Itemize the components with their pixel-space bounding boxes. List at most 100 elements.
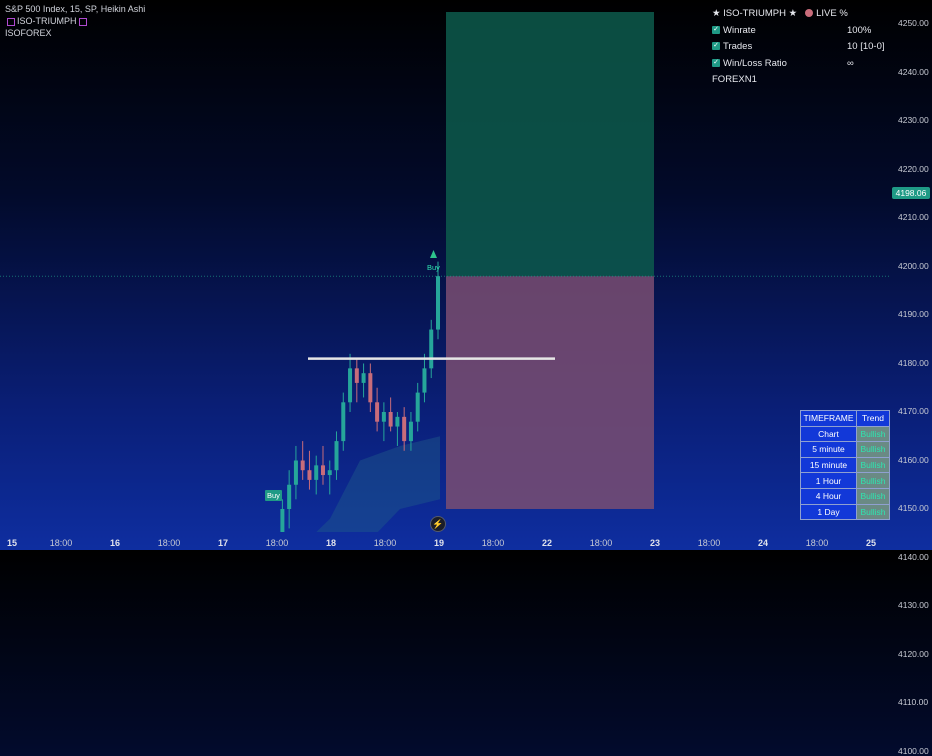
time-tick: 15 — [7, 538, 18, 548]
price-tick: 4140.00 — [898, 551, 929, 562]
price-tick: 4150.00 — [898, 503, 929, 513]
time-axis[interactable]: 15 18:00 16 18:00 17 18:00 18 18:00 19 18:00 22 18:… — [0, 532, 889, 550]
price-tick: 4180.00 — [898, 357, 929, 368]
trend-cell: Bullish — [856, 425, 890, 443]
timeframe-cell: 1 Day — [800, 503, 857, 521]
price-tick: 4250.00 — [898, 18, 929, 28]
price-tick: 4220.00 — [898, 163, 929, 174]
time-tick: 22 — [541, 538, 553, 548]
stats-title: ★ ISO-TRIUMPH ★ — [712, 8, 798, 19]
stats-row-winrate: ✓ Winrate 100% — [712, 23, 882, 40]
candle-body — [280, 509, 285, 532]
time-tick: 18:00 — [697, 538, 721, 548]
candle-body — [395, 416, 400, 427]
time-tick: 18:00 — [265, 538, 289, 548]
candle-body — [320, 465, 325, 476]
time-tick: 25 — [865, 538, 877, 548]
stats-label: Trades — [723, 41, 753, 52]
trend-cell: Bullish — [856, 456, 890, 474]
candle-body — [334, 441, 339, 471]
candle-body — [293, 460, 298, 485]
check-icon: ✓ — [712, 58, 720, 67]
time-tick: 18:00 — [805, 538, 829, 548]
price-tick: 4170.00 — [898, 406, 929, 416]
trend-cell: Bullish — [856, 472, 890, 489]
buy-signal-box: Buy — [265, 490, 282, 501]
trend-cell: Bullish — [856, 503, 890, 521]
candle-body — [307, 470, 312, 480]
flash-icon[interactable]: ⚡ — [430, 516, 446, 532]
candle-body — [422, 368, 427, 393]
price-tick: 4200.00 — [898, 260, 929, 271]
indicator-row-1[interactable]: ISO-TRIUMPH — [5, 16, 89, 26]
candle-body — [388, 412, 393, 427]
table-row: 1 Hour Bullish — [800, 472, 890, 489]
price-tick: 4210.00 — [898, 212, 929, 222]
stats-footer: FOREXN1 — [712, 74, 757, 85]
live-label: LIVE % — [816, 8, 848, 19]
check-icon: ✓ — [712, 25, 720, 34]
indicator-2-label[interactable]: ISOFOREX — [5, 28, 52, 38]
price-axis[interactable]: 4250.00 4240.00 4230.00 4220.00 4210.00 4200.… — [889, 0, 932, 756]
buy-triangle-icon — [430, 250, 437, 258]
live-dot-icon — [805, 9, 814, 18]
time-tick: 18:00 — [157, 538, 181, 548]
stats-row-trades: ✓ Trades 10 [10-0] — [712, 39, 885, 56]
time-tick: 18:00 — [481, 538, 505, 548]
price-tick: 4160.00 — [898, 454, 929, 465]
buy-signal-label: Buy — [427, 263, 440, 272]
candle-body — [348, 368, 353, 403]
stats-value: ∞ — [847, 57, 854, 69]
candle-body — [429, 329, 434, 369]
stop-loss-zone — [446, 276, 654, 509]
stats-label: Winrate — [723, 24, 756, 36]
timeframe-cell: 5 minute — [800, 441, 857, 458]
stats-title-row: ★ ISO-TRIUMPH ★ LIVE % — [712, 6, 882, 23]
current-price-tag: 4198.06 — [892, 187, 930, 199]
indicator-1-label: ISO-TRIUMPH — [17, 16, 77, 26]
stats-panel: ★ ISO-TRIUMPH ★ LIVE % ✓ Winrate 100% ✓ Trad… — [712, 6, 885, 89]
time-tick: 18 — [325, 538, 337, 548]
time-tick: 18:00 — [49, 538, 73, 548]
take-profit-zone — [446, 12, 654, 277]
table-header: TIMEFRAME — [800, 410, 857, 427]
time-tick: 23 — [649, 538, 661, 548]
candle-body — [300, 460, 305, 471]
check-icon: ✓ — [712, 42, 720, 51]
bull-cloud — [316, 436, 440, 532]
candle-body — [341, 402, 346, 442]
candle-body — [375, 402, 380, 422]
timeframe-cell: 1 Hour — [800, 472, 857, 489]
candle-body — [361, 373, 366, 383]
time-tick: 24 — [757, 538, 769, 548]
indicator-badge-icon — [7, 17, 15, 26]
table-row: Chart Bullish — [800, 425, 890, 443]
indicator-badge-icon — [78, 17, 87, 26]
stats-value: 100% — [847, 24, 872, 36]
price-tick: 4110.00 — [898, 697, 929, 707]
stats-row-winloss: ✓ Win/Loss Ratio ∞ — [712, 56, 882, 73]
trend-cell: Bullish — [856, 487, 890, 505]
table-row: 4 Hour Bullish — [800, 487, 890, 505]
table-row: 1 Day Bullish — [800, 503, 890, 521]
candle-body — [415, 392, 420, 422]
trend-cell: Bullish — [856, 441, 890, 458]
price-tick: 4120.00 — [898, 648, 929, 659]
time-tick: 18:00 — [589, 538, 613, 548]
candle-body — [354, 368, 359, 383]
time-tick: 19 — [433, 538, 445, 548]
price-tick: 4230.00 — [898, 115, 929, 125]
symbol-title: S&P 500 Index, 15, SP, Heikin Ashi — [5, 4, 146, 14]
table-header: Trend — [856, 410, 890, 427]
timeframe-cell: 4 Hour — [800, 487, 857, 505]
candle-body — [408, 421, 413, 442]
timeframe-table: TIMEFRAME Trend Chart Bullish 5 minute Bul… — [800, 410, 890, 521]
price-tick: 4130.00 — [898, 600, 929, 610]
candle-body — [402, 416, 407, 442]
table-row: 5 minute Bullish — [800, 441, 890, 458]
candle-body — [327, 470, 332, 476]
candle-body — [368, 373, 373, 403]
price-chart[interactable]: ++++++++++++++++++++++++++++++++++++++++… — [0, 0, 889, 532]
timeframe-cell: 15 minute — [800, 456, 857, 474]
time-tick: 18:00 — [373, 538, 397, 548]
